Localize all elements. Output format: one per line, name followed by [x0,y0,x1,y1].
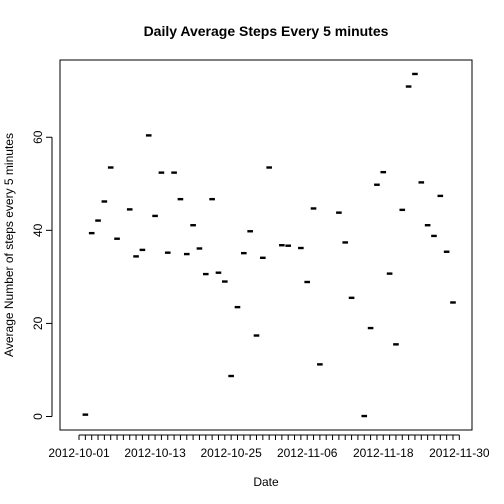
y-tick-label: 20 [31,316,45,330]
y-tick-label: 0 [31,413,45,420]
x-tick-label: 2012-11-30 [429,446,490,460]
y-tick-label: 60 [31,130,45,144]
x-tick-label: 2012-10-25 [200,446,262,460]
y-axis: 0 20 40 60 [31,130,53,420]
y-tick-label: 40 [31,223,45,237]
y-axis-label: Average Number of steps every 5 minutes [2,133,16,357]
x-tick-label: 2012-11-18 [353,446,414,460]
x-axis: 2012-10-01 2012-10-13 2012-10-25 2012-11-06… [48,434,490,460]
plot-frame [59,59,473,431]
x-tick-label: 2012-10-01 [48,446,110,460]
x-axis-label: Date [253,475,279,489]
x-tick-label: 2012-10-13 [124,446,186,460]
data-points [82,72,456,418]
chart-title: Daily Average Steps Every 5 minutes [144,23,389,39]
x-tick-label: 2012-11-06 [277,446,338,460]
